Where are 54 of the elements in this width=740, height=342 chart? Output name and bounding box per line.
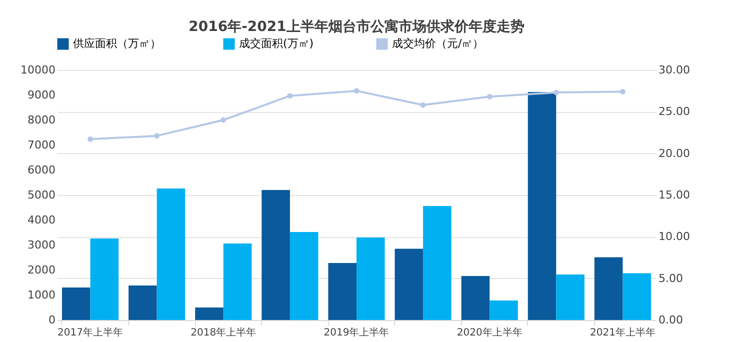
legend-label: 供应面积（万㎡） (73, 37, 161, 50)
bar (156, 188, 186, 320)
bar (62, 288, 90, 320)
point (354, 88, 360, 94)
bar (556, 274, 584, 320)
x-tick-label: 2019年上半年 (324, 326, 390, 338)
y2-tick-label: 15.00 (658, 188, 690, 202)
y-tick-label: 4000 (28, 214, 56, 226)
point (420, 102, 426, 108)
point (553, 90, 559, 96)
y2-tick-label: 25.00 (658, 105, 690, 118)
bar (290, 232, 318, 320)
point (486, 94, 492, 100)
y-tick-label: 5000 (28, 188, 56, 202)
y2-tick-label: 0.00 (658, 314, 683, 326)
legend-label: 成交均价（元/㎡） (392, 37, 484, 50)
y-tick-label: 9000 (28, 88, 56, 102)
bar (195, 308, 224, 320)
legend-label: 成交面积(万㎡) (239, 37, 314, 50)
y2-tick-label: 5.00 (658, 272, 683, 285)
x-tick-label: 2020年上半年 (456, 326, 522, 338)
bar (394, 248, 424, 320)
bar (594, 257, 623, 320)
bar (128, 286, 157, 320)
y-tick-label: 3000 (28, 238, 56, 252)
point (220, 117, 226, 123)
bar (423, 206, 452, 320)
y2-tick-label: 30.00 (658, 64, 690, 76)
y-tick-label: 6000 (28, 164, 56, 176)
x-tick-label: 2018年上半年 (190, 326, 256, 338)
bar (90, 238, 119, 320)
bar (262, 190, 290, 320)
chart-title: 2016年-2021上半年烟台市公寓市场供求价年度走势 (188, 18, 524, 35)
bar (461, 276, 490, 320)
bar (328, 263, 356, 320)
bar (622, 273, 652, 320)
point (88, 136, 94, 142)
bar (356, 238, 385, 320)
y2-tick-label: 10.00 (658, 230, 690, 244)
y-tick-label: 1000 (28, 288, 56, 302)
y-tick-label: 2000 (28, 264, 56, 276)
bar (223, 244, 252, 320)
y-tick-label: 0 (48, 314, 56, 326)
bar (528, 92, 556, 320)
point (154, 133, 160, 139)
y2-tick-label: 20.00 (658, 146, 690, 160)
y-tick-label: 7000 (28, 138, 56, 152)
bar (490, 300, 518, 320)
y-tick-label: 8000 (28, 114, 56, 126)
point (620, 88, 626, 94)
x-tick-label: 2021年上半年 (590, 326, 656, 338)
x-tick-label: 2017年上半年 (58, 326, 124, 338)
point (287, 93, 293, 99)
y-tick-label: 10000 (20, 64, 56, 76)
